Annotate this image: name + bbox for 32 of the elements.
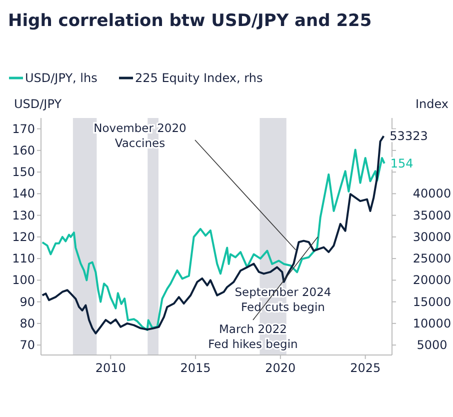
y-tick-label: 150: [12, 165, 35, 180]
y2-tick-label: 5000: [416, 338, 448, 352]
y-tick-label: 160: [12, 143, 35, 158]
y-tick-label: 120: [12, 230, 35, 244]
y2-axis-title: Index: [415, 97, 449, 111]
x-tick-label: 2015: [180, 361, 211, 375]
x-tick-label: 2020: [265, 361, 296, 375]
data-label: 53323: [390, 129, 428, 144]
annotation: November 2020 Vaccines: [94, 121, 186, 150]
y-tick-label: 140: [12, 186, 35, 201]
y2-tick-label: 20000: [412, 273, 452, 288]
y2-tick-label: 40000: [412, 186, 452, 201]
y2-tick-label: 35000: [412, 208, 452, 222]
legend-label: USD/JPY, lhs: [25, 71, 98, 85]
x-tick-label: 2010: [95, 361, 126, 375]
y-axis-title: USD/JPY: [14, 97, 62, 111]
chart-title: High correlation btw USD/JPY and 225: [8, 11, 372, 31]
data-label: 154: [390, 156, 414, 170]
annotation: March 2022 Fed hikes begin: [208, 322, 298, 351]
y-tick-label: 80: [20, 316, 35, 330]
y-tick-label: 170: [12, 122, 35, 136]
x-tick-label: 2025: [350, 361, 381, 375]
y-tick-label: 100: [12, 273, 35, 288]
y2-tick-label: 10000: [412, 316, 452, 330]
y-tick-label: 130: [12, 208, 35, 222]
y2-tick-label: 30000: [412, 230, 452, 244]
legend-label: 225 Equity Index, rhs: [135, 71, 263, 85]
y-tick-label: 70: [20, 338, 35, 352]
y-tick-label: 90: [20, 294, 35, 309]
y-tick-label: 110: [12, 252, 35, 266]
y2-tick-label: 15000: [412, 294, 452, 309]
y2-tick-label: 25000: [412, 252, 452, 266]
